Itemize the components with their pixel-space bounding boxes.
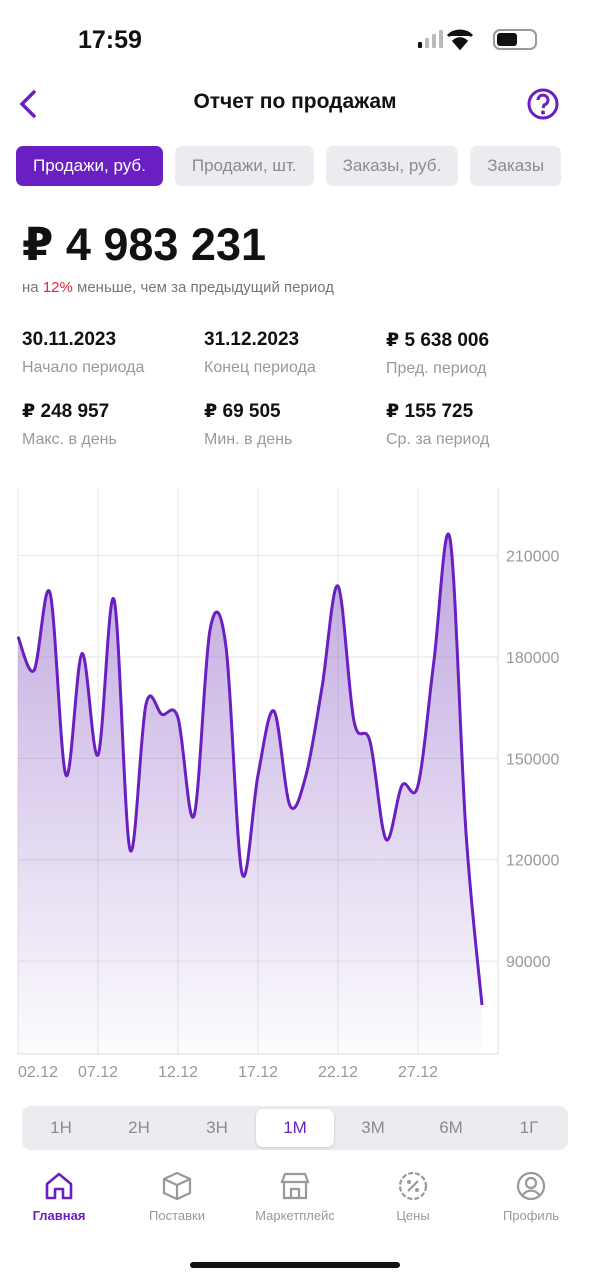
tab[interactable]: Заказы, руб. (325, 146, 459, 186)
nav-label: Поставки (149, 1208, 205, 1223)
nav-item[interactable]: Поставки (118, 1170, 236, 1223)
range-option[interactable]: 2Н (128, 1118, 150, 1137)
range-option[interactable]: 3Н (206, 1118, 228, 1137)
page-title: Отчет по продажам (193, 90, 397, 113)
stat: ₽ 5 638 006 Пред. период (386, 329, 566, 378)
range-option[interactable]: 6М (439, 1118, 463, 1137)
line (16, 532, 484, 1006)
nav-icon (398, 1171, 428, 1201)
help-button[interactable] (526, 87, 560, 121)
nav-icon (516, 1171, 546, 1201)
stat-value: 30.11.2023 (22, 329, 117, 350)
home-indicator (190, 1262, 400, 1268)
nav-item[interactable]: Цены (354, 1170, 472, 1223)
nav-label: Главная (32, 1208, 86, 1223)
x-tick-label: 12.12 (158, 1064, 198, 1081)
stat-label: Ср. за период (386, 431, 490, 448)
stat: 30.11.2023 Начало периода (22, 329, 202, 377)
x-tick-label: 27.12 (398, 1064, 438, 1081)
stat-value: ₽ 155 725 (386, 401, 474, 422)
chart: 90000 120000 150000 180000 210000 02.12 07.12 1… (16, 488, 559, 1081)
area (18, 533, 482, 1054)
stat-value: ₽ 5 638 006 (386, 330, 490, 351)
x-tick-label: 17.12 (238, 1064, 278, 1081)
nav-icon (280, 1172, 310, 1200)
bottom-nav: Главная Поставки Маркетплейс Цены Профиль (0, 1170, 590, 1223)
stat-label: Мин. в день (204, 431, 293, 448)
stat: ₽ 155 725 Ср. за период (386, 400, 566, 449)
compare-percent: 12% (42, 279, 73, 296)
status-icons (418, 29, 537, 51)
tab[interactable]: Продажи, руб. (16, 146, 163, 186)
back-button[interactable] (14, 88, 44, 120)
y-tick-label: 180000 (506, 650, 559, 667)
nav-item[interactable]: Главная (0, 1170, 118, 1223)
y-tick-label: 150000 (506, 751, 559, 768)
tabs: Продажи, руб. Продажи, шт. Заказы, руб. Зак… (16, 146, 562, 186)
stat: ₽ 248 957 Макс. в день (22, 400, 202, 449)
stat: 31.12.2023 Конец периода (204, 329, 384, 377)
x-tick-label: 02.12 (18, 1064, 58, 1081)
range-selector: 1Н 2Н 3Н 1М 3М 6М 1Г (22, 1106, 568, 1150)
nav-icon (45, 1172, 73, 1200)
stat-label: Начало периода (22, 359, 145, 376)
range-option[interactable]: 1Г (519, 1118, 539, 1137)
range-option[interactable]: 3М (361, 1118, 385, 1137)
nav-label: Маркетплейс (255, 1208, 335, 1223)
tab[interactable]: Продажи, шт. (174, 146, 314, 186)
nav-item[interactable]: Маркетплейс (236, 1170, 354, 1223)
status-time: 17:59 (78, 26, 142, 54)
nav-label: Цены (396, 1208, 430, 1223)
y-tick-label: 210000 (506, 549, 559, 566)
total: ₽ 4 983 231 (22, 219, 267, 270)
range-option[interactable]: 1М (256, 1109, 334, 1147)
range-option[interactable]: 1Н (50, 1118, 72, 1137)
compare-prefix: на (22, 279, 39, 296)
stat: ₽ 69 505 Мин. в день (204, 400, 384, 449)
y-tick-label: 90000 (506, 954, 551, 971)
stat-value: 31.12.2023 (204, 329, 300, 350)
nav-item[interactable]: Профиль (472, 1170, 590, 1223)
nav-icon (162, 1171, 192, 1201)
nav-label: Профиль (502, 1208, 560, 1223)
comparison: на 12% меньше, чем за предыдущий период (22, 279, 334, 296)
stat-label: Макс. в день (22, 431, 117, 448)
stat-label: Конец периода (204, 359, 316, 376)
y-tick-label: 120000 (506, 853, 559, 870)
stat-value: ₽ 248 957 (22, 401, 110, 422)
stat-value: ₽ 69 505 (204, 401, 281, 422)
x-tick-label: 22.12 (318, 1064, 358, 1081)
stat-label: Пред. период (386, 360, 487, 377)
compare-suffix: меньше, чем за предыдущий период (77, 279, 334, 296)
x-tick-label: 07.12 (78, 1064, 118, 1081)
tab[interactable]: Заказы (470, 146, 562, 186)
